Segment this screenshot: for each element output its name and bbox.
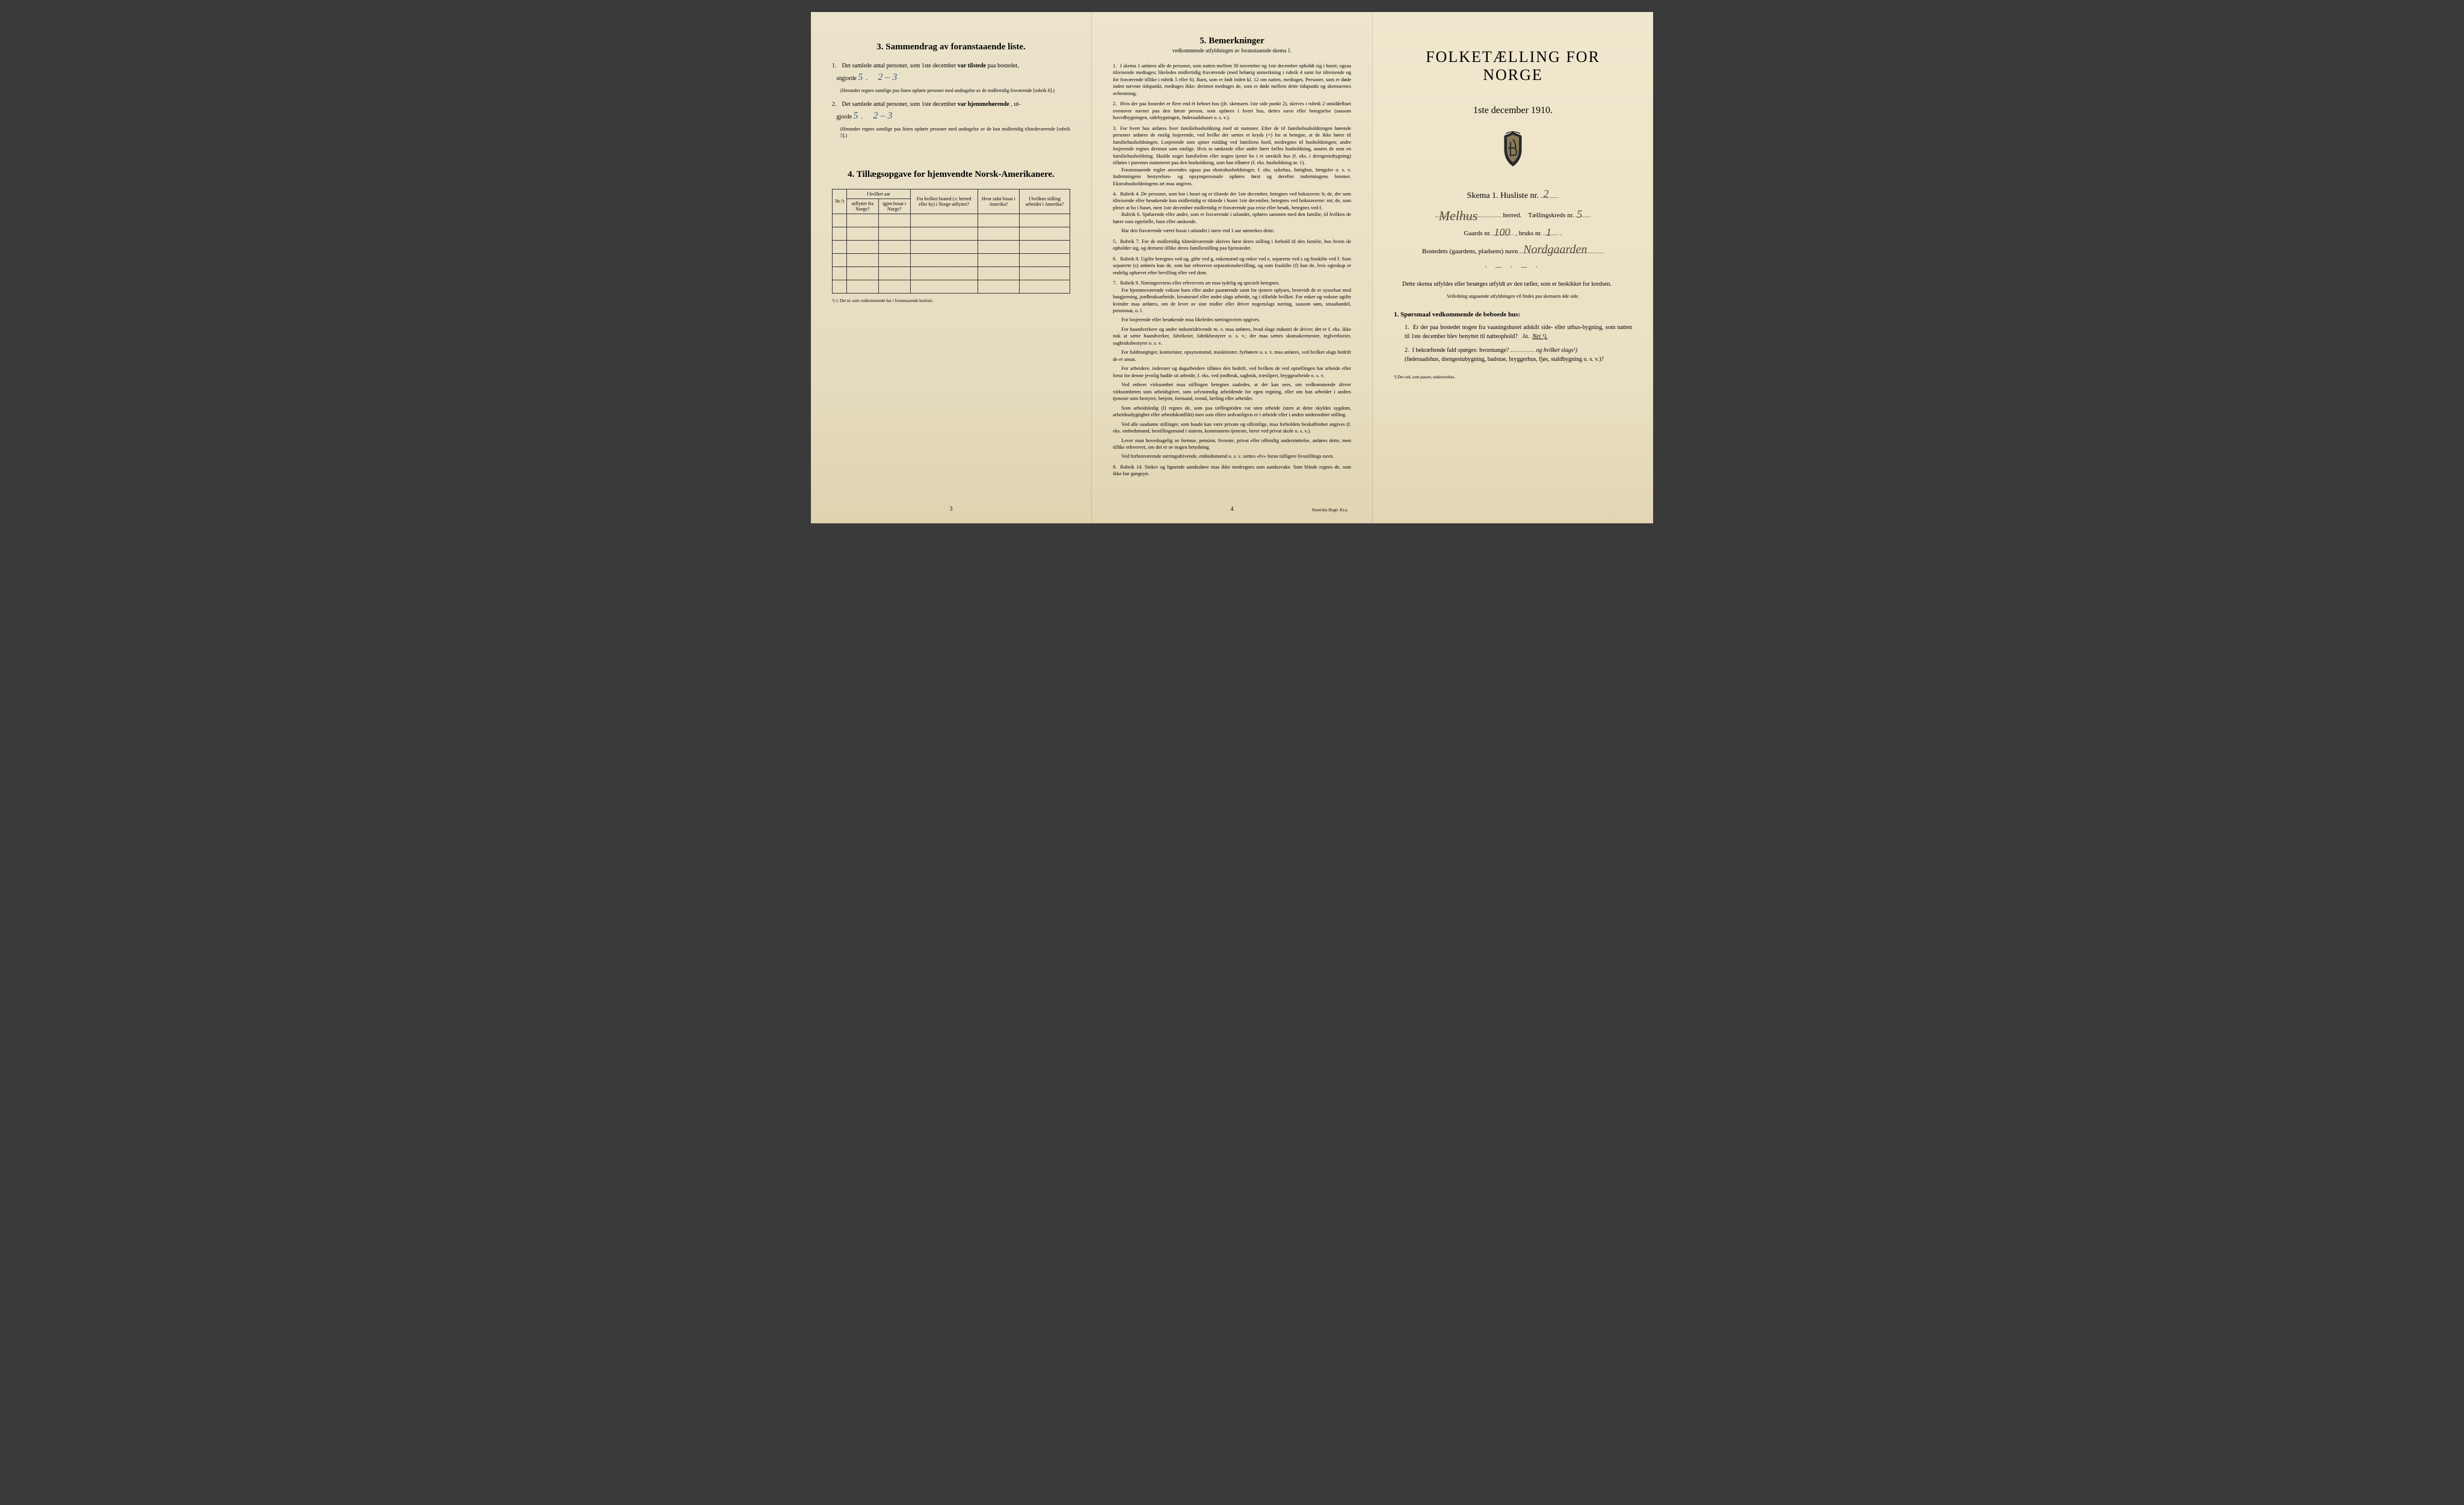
bemerkning-para: For fuldmægtiger, kontorister, opsynsmæn… <box>1113 349 1351 363</box>
bemerkning-para: For losjerende eller besøkende maa likel… <box>1113 316 1351 323</box>
bruks-label: , bruks nr. <box>1515 230 1542 237</box>
item2-note: (Herunder regnes samtlige paa listen opf… <box>840 126 1070 139</box>
item2-post: , ut- <box>1011 101 1020 108</box>
table-row <box>833 240 1070 253</box>
summary-item-1: 1. Det samlede antal personer, som 1ste … <box>832 61 1070 94</box>
bemerkninger-list: 1.I skema 1 anføres alle de personer, so… <box>1113 63 1351 478</box>
section-5-subtitle: vedkommende utfyldningen av foranstaaend… <box>1113 48 1351 54</box>
cover-instructions: Dette skema utfyldes eller besørges utfy… <box>1394 280 1632 289</box>
cover-title: FOLKETÆLLING FOR NORGE <box>1394 48 1632 84</box>
th-utflyttet: utflyttet fra Norge? <box>847 199 879 214</box>
bemerkning-para: Rubrik 6. Sjøfarende eller andre, som er… <box>1113 211 1351 225</box>
bemerkning-item: 2.Hvis der paa bostedet er flere end ét … <box>1113 100 1351 121</box>
item1-count-hw2: 2 – 3 <box>878 72 897 82</box>
census-document: 3. Sammendrag av foranstaaende liste. 1.… <box>811 12 1653 523</box>
skema-line: Skema 1. Husliste nr. 2 <box>1394 191 1632 201</box>
husliste-nr-hw: 2 <box>1543 188 1548 200</box>
gaards-hw: 100 <box>1494 226 1510 239</box>
bemerkning-item: 7.Rubrik 9. Næringsveiens eller erhverve… <box>1113 280 1351 460</box>
th-igjen: igjen bosat i Norge? <box>878 199 910 214</box>
q1-text: Er der paa bostedet nogen fra vaaningshu… <box>1405 324 1632 340</box>
ornament-divider: · — · — · <box>1394 264 1632 271</box>
th-hvor: Hvor sidst bosat i Amerika? <box>978 189 1020 214</box>
table-row <box>833 266 1070 280</box>
herred-line: Melhus herred. Tællingskreds nr. 5 <box>1394 212 1632 219</box>
page-number-4: 4 <box>1231 506 1234 512</box>
bemerkning-para: For hjemmeværende voksne barn eller andr… <box>1113 287 1351 315</box>
item1-pre: Det samlede antal personer, som 1ste dec… <box>842 63 958 69</box>
skema-label: Skema 1. Husliste nr. <box>1467 191 1539 200</box>
summary-item-2: 2. Det samlede antal personer, som 1ste … <box>832 100 1070 139</box>
q2-mid: og hvilket slags¹) <box>1536 347 1577 354</box>
table-body <box>833 214 1070 293</box>
item1-line2: utgjorde <box>837 75 858 82</box>
item2-bold: var hjemmehørende <box>958 101 1009 108</box>
section-5-title: 5. Bemerkninger <box>1113 36 1351 46</box>
tellingskreds-hw: 5 <box>1577 208 1582 221</box>
cover-instructions-small: Veiledning angaaende utfyldningen vil fi… <box>1394 294 1632 299</box>
item1-count-hw: 5 <box>858 72 863 82</box>
question-header: 1. Spørsmaal vedkommende de beboede hus: <box>1394 311 1632 318</box>
item2-line2: gjorde <box>837 114 854 120</box>
herred-label: herred. <box>1503 212 1521 219</box>
section-4-title: 4. Tillægsopgave for hjemvendte Norsk-Am… <box>832 170 1070 180</box>
page-number-3: 3 <box>950 506 953 512</box>
q2-text: I bekræftende fald spørges: hvormange? <box>1412 347 1509 354</box>
bemerkning-para: Foranstaaende regler anvendes ogsaa paa … <box>1113 167 1351 187</box>
cover-footnote: ¹) Det ord, som passer, understrekes. <box>1394 375 1632 380</box>
table-row <box>833 227 1070 240</box>
bemerkning-item: 8.Rubrik 14. Sinker og lignende aandsslø… <box>1113 464 1351 478</box>
bemerkning-item: 6.Rubrik 8. Ugifte betegnes ved ug, gift… <box>1113 256 1351 276</box>
page-3: 3. Sammendrag av foranstaaende liste. 1.… <box>811 12 1092 523</box>
bemerkning-item: 4.Rubrik 4. De personer, som bor i huset… <box>1113 191 1351 235</box>
item2-count-hw2: 2 – 3 <box>873 111 893 121</box>
herred-hw: Melhus <box>1439 208 1478 224</box>
question-2: 2. I bekræftende fald spørges: hvormange… <box>1405 346 1632 364</box>
bemerkning-para: Har den fraværende været bosat i utlande… <box>1113 227 1351 234</box>
question-1: 1. Er der paa bostedet nogen fra vaaning… <box>1405 323 1632 341</box>
printer-imprint: Steen'ske Bogtr. Kr.a. <box>1311 508 1348 512</box>
coat-of-arms-icon <box>1394 131 1632 170</box>
th-stilling: I hvilken stilling arbeidet i Amerika? <box>1020 189 1070 214</box>
q1-nei: Nei ¹). <box>1532 333 1547 340</box>
bosted-line: Bostedets (gaardens, pladsens) navn Nord… <box>1394 248 1632 255</box>
section-3-title: 3. Sammendrag av foranstaaende liste. <box>832 42 1070 52</box>
cover-date: 1ste december 1910. <box>1394 105 1632 116</box>
gaards-label: Gaards nr. <box>1464 230 1491 237</box>
bemerkning-para: Som arbeidsledig (l) regnes de, som paa … <box>1113 405 1351 419</box>
bemerkning-para: Ved forhenværende næringsdrivende, embed… <box>1113 453 1351 460</box>
table-footnote: ¹) ɔ: Det nr. som vedkommende har i fora… <box>832 298 1070 303</box>
page-4: 5. Bemerkninger vedkommende utfyldningen… <box>1092 12 1373 523</box>
th-aar: I hvilket aar <box>847 189 911 199</box>
table-row <box>833 280 1070 293</box>
bemerkning-para: For arbeidere, inderster og dagarbeidere… <box>1113 365 1351 379</box>
table-row <box>833 214 1070 227</box>
table-row <box>833 253 1070 266</box>
bemerkning-para: Ved enhver virksomhet maa stillingen bet… <box>1113 381 1351 402</box>
item1-post: paa bostedet, <box>988 63 1019 69</box>
bruks-hw: 1 <box>1546 226 1551 239</box>
th-nr: Nr.¹) <box>833 189 847 214</box>
bemerkning-para: Lever man hovedsagelig av formue, pensio… <box>1113 437 1351 451</box>
bosted-label: Bostedets (gaardens, pladsens) navn <box>1422 248 1518 255</box>
tellingskreds-label: Tællingskreds nr. <box>1528 212 1574 219</box>
item1-bold: var tilstede <box>958 63 986 69</box>
item2-pre: Det samlede antal personer, som 1ste dec… <box>842 101 958 108</box>
bemerkning-para: Ved alle saadanne stillinger, som baade … <box>1113 421 1351 435</box>
q2-post: (føderaadshus, drengestubygning, badstue… <box>1405 356 1604 363</box>
norsk-amerikanere-table: Nr.¹) I hvilket aar Fra hvilket bosted (… <box>832 189 1070 294</box>
q1-ja: Ja. <box>1522 333 1529 340</box>
bemerkning-para: For haandverkere og andre industridriven… <box>1113 326 1351 346</box>
bemerkning-item: 5.Rubrik 7. For de midlertidig tilstedev… <box>1113 238 1351 252</box>
item1-note: (Herunder regnes samtlige paa listen opf… <box>840 87 1070 94</box>
gaards-line: Gaards nr. 100 , bruks nr. 1 . <box>1394 230 1632 237</box>
th-bosted: Fra hvilket bosted (ɔ: herred eller by) … <box>910 189 978 214</box>
bemerkning-item: 1.I skema 1 anføres alle de personer, so… <box>1113 63 1351 97</box>
bemerkning-item: 3.For hvert hus anføres hver familiehush… <box>1113 125 1351 187</box>
item2-count-hw: 5 <box>854 111 858 121</box>
bosted-hw: Nordgaarden <box>1523 243 1587 257</box>
cover-page: FOLKETÆLLING FOR NORGE 1ste december 191… <box>1373 12 1653 523</box>
